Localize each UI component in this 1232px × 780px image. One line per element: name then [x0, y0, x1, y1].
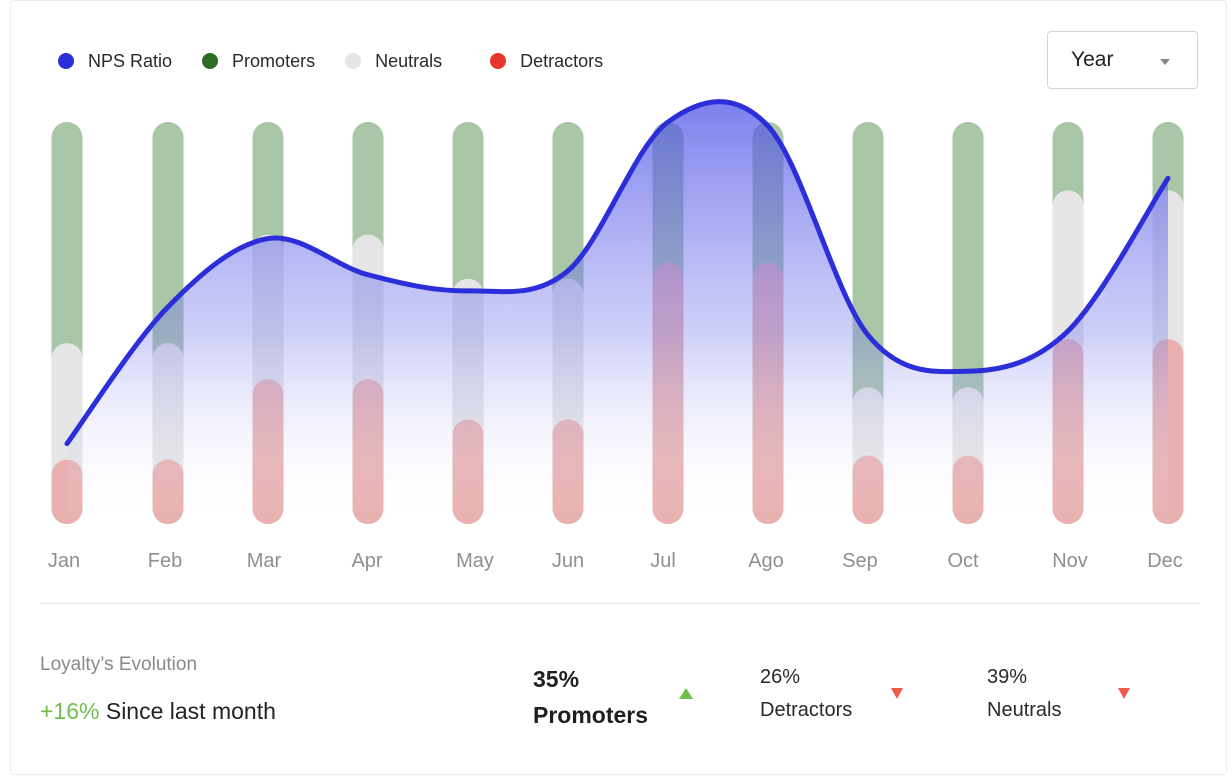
detractors-pct: 26%	[760, 666, 801, 688]
legend-label-nps: NPS Ratio	[88, 50, 173, 71]
x-label-oct: Oct	[947, 550, 979, 572]
stat-neutrals: 39% Neutrals	[987, 661, 1061, 727]
nps-line	[64, 99, 1171, 447]
x-label-jan: Jan	[48, 550, 80, 572]
legend-item-nps: NPS Ratio	[58, 51, 172, 72]
legend-dot-promoters	[202, 53, 219, 69]
x-label-may: May	[456, 550, 494, 572]
neutrals-pct: 39%	[987, 666, 1028, 688]
x-label-feb: Feb	[148, 550, 182, 572]
promoters-pct: 35%	[533, 666, 580, 692]
loyalty-change: +16% Since last month	[40, 698, 276, 725]
chevron-down-icon	[1160, 59, 1170, 65]
x-label-ago: Ago	[748, 550, 784, 572]
chart-legend: NPS Ratio Promoters Neutrals Detractors	[58, 48, 633, 74]
x-label-sep: Sep	[842, 550, 878, 572]
nps-area	[67, 101, 1168, 524]
loyalty-title: Loyalty’s Evolution	[40, 654, 198, 675]
legend-label-neutrals: Neutrals	[375, 50, 443, 71]
x-label-jul: Jul	[650, 550, 676, 572]
change-text: Since last month	[105, 698, 276, 724]
triangle-down-icon	[891, 688, 903, 699]
legend-label-promoters: Promoters	[232, 50, 316, 71]
legend-dot-detractors	[490, 53, 507, 69]
legend-item-neutrals: Neutrals	[345, 51, 460, 72]
neutrals-label: Neutrals	[987, 699, 1062, 721]
promoters-label: Promoters	[533, 702, 649, 728]
x-axis-labels: Jan Feb Mar Apr May Jun Jul Ago Sep Oct Nov Dec	[48, 550, 1183, 572]
legend-item-detractors: Detractors	[490, 51, 603, 72]
x-label-jun: Jun	[552, 550, 584, 572]
detractors-label: Detractors	[760, 699, 853, 721]
change-value: +16%	[40, 698, 100, 724]
triangle-down-icon	[1118, 688, 1130, 699]
x-label-apr: Apr	[351, 550, 382, 572]
stat-detractors: 26% Detractors	[760, 661, 852, 727]
nps-chart: Jan Feb Mar Apr May Jun Jul Ago Sep Oct Nov Dec	[48, 99, 1184, 572]
stat-promoters: 35% Promoters	[533, 661, 648, 733]
x-label-nov: Nov	[1052, 550, 1088, 572]
legend-label-detractors: Detractors	[520, 50, 604, 71]
period-select-value: Year	[1071, 48, 1114, 71]
divider	[40, 603, 1199, 604]
legend-dot-nps	[58, 53, 74, 69]
legend-item-promoters: Promoters	[202, 51, 315, 72]
x-label-mar: Mar	[247, 550, 282, 572]
period-select[interactable]: Year	[1047, 31, 1198, 89]
x-label-dec: Dec	[1147, 550, 1183, 572]
legend-dot-neutrals	[345, 53, 362, 69]
triangle-up-icon	[679, 688, 693, 699]
